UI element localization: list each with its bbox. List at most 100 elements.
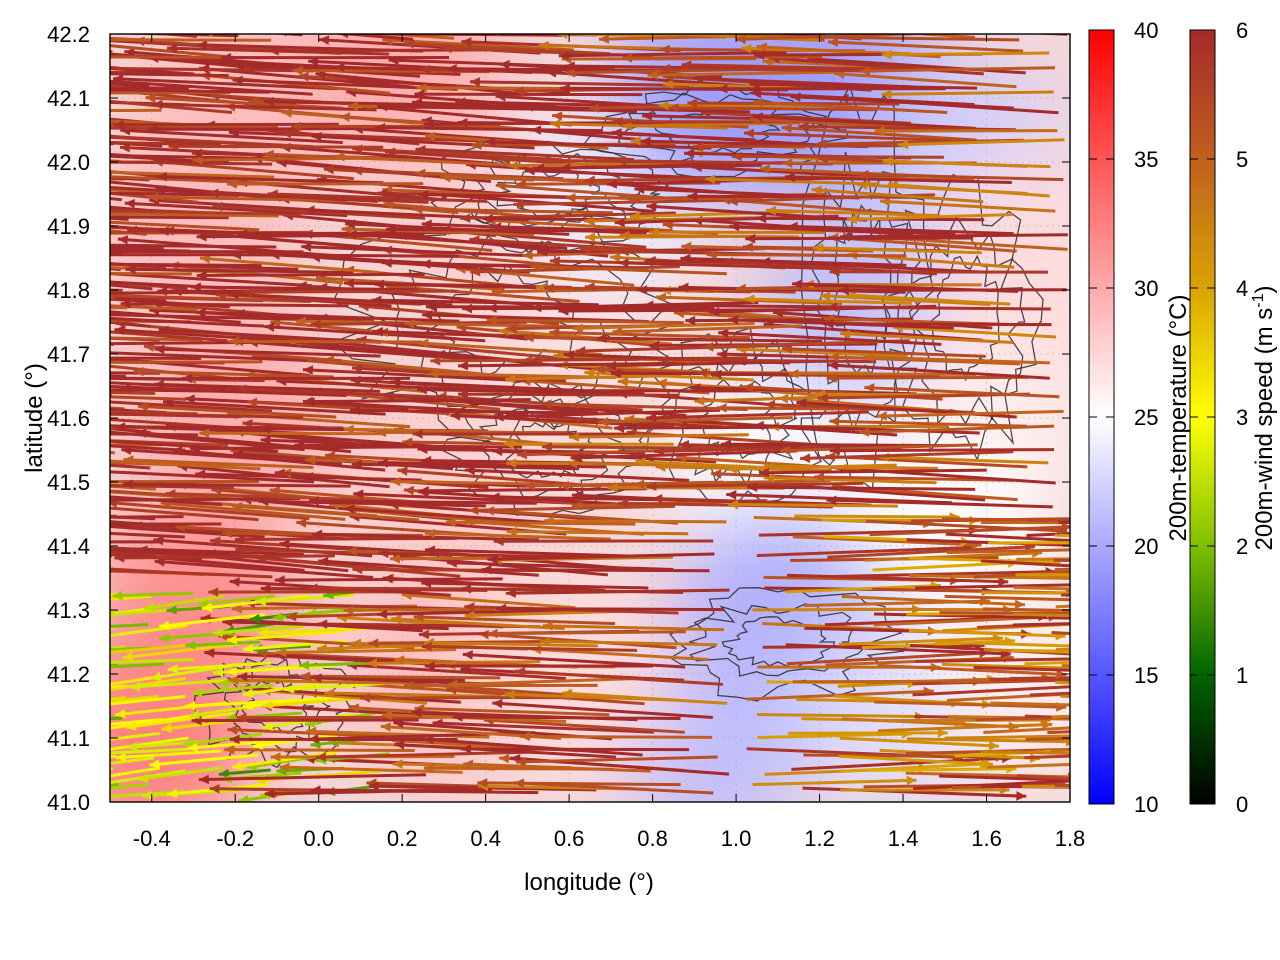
wind-arrow — [800, 450, 1014, 463]
wind-arrow — [206, 34, 375, 38]
temperature-tick-label: 35 — [1134, 147, 1158, 172]
wind-arrow — [110, 546, 304, 557]
wind-arrow — [110, 696, 126, 701]
wind-arrow — [226, 664, 335, 677]
wind-arrow — [153, 379, 381, 393]
wind-arrow — [115, 749, 222, 762]
wind-arrow — [660, 63, 876, 74]
wind-arrow — [110, 44, 234, 59]
wind-arrow — [110, 280, 226, 290]
wind-arrow — [780, 443, 978, 456]
wind-arrow — [859, 66, 1056, 76]
wind-arrow — [811, 185, 984, 204]
wind-arrow — [110, 304, 198, 312]
wind-arrow — [110, 783, 149, 790]
wind-arrow — [983, 726, 1070, 734]
wind-arrow — [110, 625, 115, 630]
wind-arrow — [110, 108, 162, 113]
wind-arrow — [1011, 648, 1070, 653]
wind-arrow — [360, 693, 570, 703]
wind-arrow — [820, 291, 991, 307]
wind-arrow — [424, 661, 653, 671]
wind-arrow — [120, 383, 347, 397]
wind-arrow — [745, 233, 974, 244]
wind-arrow — [242, 694, 345, 711]
x-tick-label: 1.6 — [971, 826, 1002, 851]
wind-arrow — [110, 320, 121, 324]
wind-arrow — [827, 37, 1024, 53]
wind-arrow — [117, 235, 336, 258]
wind-arrow — [232, 501, 420, 522]
wind-arrow — [113, 119, 339, 130]
wind-arrow — [137, 766, 224, 783]
wind-tick-label: 4 — [1236, 276, 1248, 301]
wind-arrow — [110, 479, 259, 484]
wind-arrow — [787, 221, 1014, 236]
wind-arrow — [110, 767, 113, 771]
wind-arrow — [110, 320, 151, 328]
wind-arrow — [788, 369, 976, 379]
wind-arrow — [149, 753, 259, 769]
wind-vectors — [110, 34, 1070, 802]
wind-arrow — [302, 365, 527, 383]
wind-arrow — [945, 532, 1070, 543]
wind-arrow — [876, 409, 1064, 421]
wind-arrow — [110, 336, 203, 342]
wind-arrow — [110, 351, 308, 362]
wind-arrow — [110, 658, 194, 665]
wind-arrow — [939, 774, 1070, 782]
y-tick-label: 41.7 — [47, 342, 90, 367]
wind-arrow — [493, 408, 721, 422]
wind-arrow — [752, 112, 976, 130]
wind-arrow — [838, 285, 1067, 296]
wind-arrow — [487, 628, 686, 639]
wind-arrow — [421, 641, 638, 652]
wind-arrow — [693, 141, 906, 152]
wind-arrow — [973, 665, 1070, 672]
wind-arrow — [941, 662, 1070, 670]
wind-arrow — [110, 170, 275, 179]
wind-arrow — [344, 504, 565, 526]
wind-arrow — [1027, 518, 1070, 522]
wind-colorbar: 0 1 2 3 4 5 6 200m-wind speed (m s-1) — [1189, 18, 1278, 817]
wind-arrow — [110, 483, 234, 490]
wind-colorbar-label-main: 200m-wind speed (m s — [1251, 308, 1278, 551]
wind-arrow — [154, 557, 374, 580]
wind-arrow — [110, 374, 126, 378]
wind-arrow — [503, 439, 674, 449]
wind-arrow — [863, 352, 1050, 365]
wind-arrow — [110, 718, 163, 726]
x-tick-label: 0.0 — [303, 826, 334, 851]
wind-arrow — [513, 198, 725, 209]
wind-arrow — [634, 479, 831, 490]
wind-arrow — [110, 356, 202, 360]
x-tick-label: 1.0 — [721, 826, 752, 851]
x-tick-label: 1.8 — [1055, 826, 1086, 851]
wind-arrow — [145, 93, 343, 110]
wind-arrow — [236, 384, 454, 400]
wind-arrow — [598, 34, 795, 44]
wind-arrow — [1054, 567, 1070, 571]
wind-arrow — [829, 416, 1027, 428]
wind-arrow — [881, 89, 1054, 100]
wind-arrow — [185, 640, 261, 650]
wind-arrow — [412, 429, 635, 439]
wind-arrow — [199, 428, 387, 438]
wind-arrow — [218, 768, 271, 779]
wind-arrow — [110, 790, 184, 798]
y-tick-label: 41.0 — [47, 790, 90, 815]
y-tick-label: 42.0 — [47, 150, 90, 175]
wind-arrow — [120, 299, 349, 309]
y-tick-label: 41.6 — [47, 406, 90, 431]
wind-arrow — [496, 603, 725, 614]
wind-colorbar-label-end: ) — [1251, 286, 1278, 294]
wind-arrow — [1051, 631, 1070, 636]
wind-arrow — [309, 496, 537, 506]
wind-arrow — [469, 77, 691, 88]
wind-arrow — [182, 732, 263, 749]
wind-arrow — [446, 558, 674, 571]
wind-tick-label: 1 — [1236, 663, 1248, 688]
wind-arrow — [191, 683, 275, 698]
wind-arrow — [302, 396, 531, 407]
wind-arrow — [147, 124, 376, 135]
